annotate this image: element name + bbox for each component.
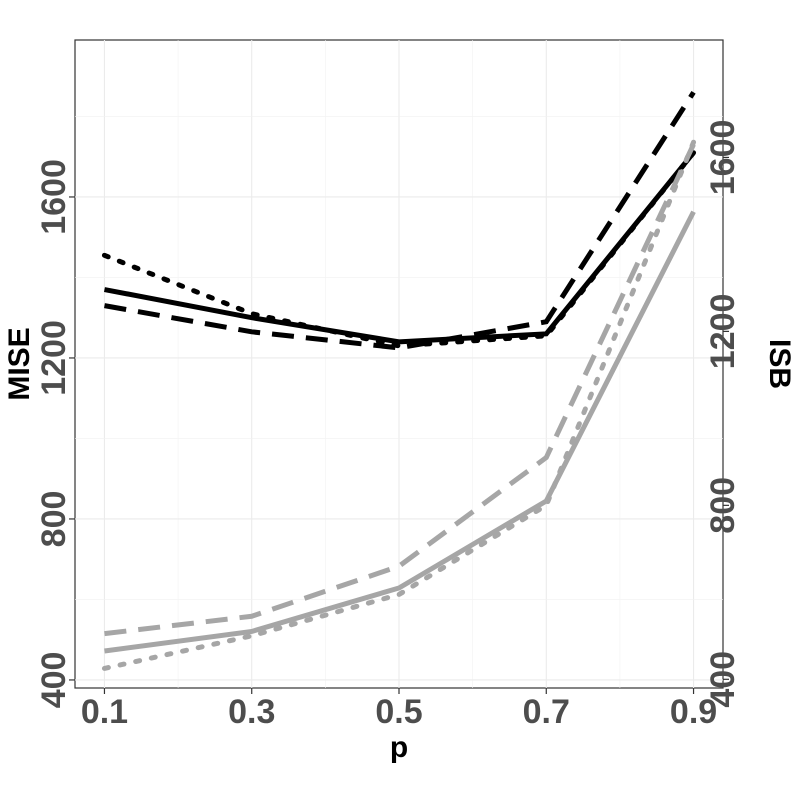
- x-tick-label: 0.9: [670, 693, 717, 731]
- x-tick-label: 0.3: [228, 693, 275, 731]
- right-y-tick-label: 400: [704, 651, 742, 708]
- x-tick-label: 0.7: [523, 693, 570, 731]
- x-tick-label: 0.5: [375, 693, 422, 731]
- series-line-4-solid: [104, 210, 696, 654]
- right-y-tick-label: 1600: [704, 120, 742, 196]
- left-y-tick-label: 1200: [35, 320, 73, 396]
- right-y-tick-label: 1200: [704, 294, 742, 370]
- series-line-1-solid: [103, 151, 696, 345]
- left-y-tick-label: 800: [35, 491, 73, 548]
- left-y-tick-label: 400: [35, 652, 73, 709]
- axes: 0.1 0.3 0.5 0.7 0.94008001200160040080012001…: [35, 120, 742, 731]
- series-line-3-dotted: [101, 150, 697, 349]
- series-line-6-dotted: [101, 139, 697, 671]
- left-y-axis-title: MISE: [3, 327, 36, 400]
- x-tick-label: 0.1: [81, 693, 128, 731]
- series-layer: [101, 90, 697, 671]
- right-y-axis-title: ISB: [763, 339, 796, 389]
- right-y-tick-label: 800: [704, 477, 742, 534]
- x-axis-title: p: [390, 731, 408, 764]
- left-y-tick-label: 1600: [35, 159, 73, 235]
